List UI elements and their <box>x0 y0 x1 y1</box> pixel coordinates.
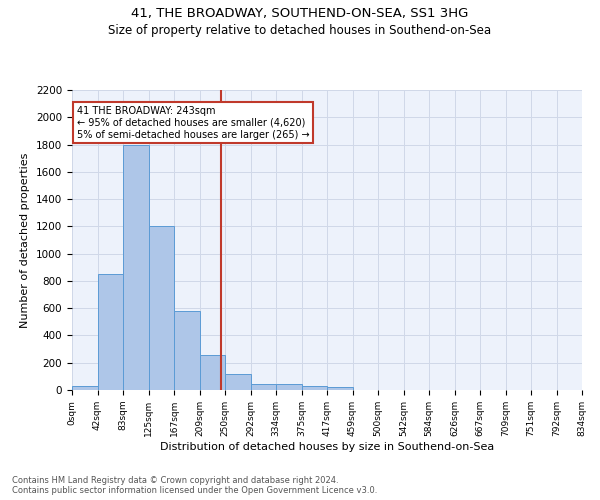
Bar <box>123 144 149 390</box>
Bar <box>72 386 97 390</box>
Y-axis label: Number of detached properties: Number of detached properties <box>20 152 31 328</box>
Bar <box>199 354 225 390</box>
Bar <box>149 226 174 390</box>
Bar <box>302 386 327 390</box>
Text: Size of property relative to detached houses in Southend-on-Sea: Size of property relative to detached ho… <box>109 24 491 37</box>
Text: 41, THE BROADWAY, SOUTHEND-ON-SEA, SS1 3HG: 41, THE BROADWAY, SOUTHEND-ON-SEA, SS1 3… <box>131 8 469 20</box>
Bar <box>174 311 199 390</box>
Text: Distribution of detached houses by size in Southend-on-Sea: Distribution of detached houses by size … <box>160 442 494 452</box>
Bar <box>276 384 302 390</box>
Bar <box>225 374 251 390</box>
Bar <box>327 388 353 390</box>
Text: Contains HM Land Registry data © Crown copyright and database right 2024.
Contai: Contains HM Land Registry data © Crown c… <box>12 476 377 495</box>
Text: 41 THE BROADWAY: 243sqm
← 95% of detached houses are smaller (4,620)
5% of semi-: 41 THE BROADWAY: 243sqm ← 95% of detache… <box>77 106 310 140</box>
Bar <box>97 274 123 390</box>
Bar <box>251 384 276 390</box>
